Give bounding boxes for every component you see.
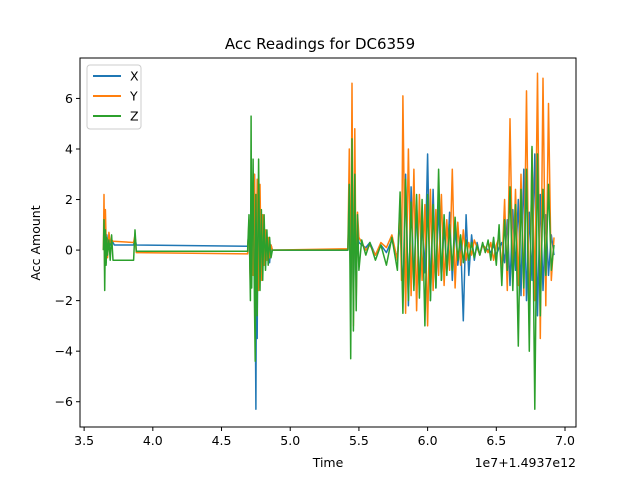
x-tick-label: 4.0 bbox=[143, 433, 163, 448]
y-tick-label: 4 bbox=[65, 141, 73, 156]
x-tick-label: 4.5 bbox=[212, 433, 232, 448]
y-tick-label: 0 bbox=[65, 243, 73, 258]
legend-label-z: Z bbox=[130, 109, 139, 124]
x-axis: 3.5 4.0 4.5 5.0 5.5 6.0 6.5 7.0 bbox=[74, 427, 575, 448]
x-tick-label: 5.5 bbox=[349, 433, 369, 448]
y-tick-label: 6 bbox=[65, 91, 73, 106]
x-tick-label: 3.5 bbox=[74, 433, 94, 448]
series-layer bbox=[102, 72, 555, 411]
y-axis: −6 −4 −2 0 2 4 6 bbox=[55, 91, 80, 409]
legend-label-y: Y bbox=[129, 89, 138, 104]
series-line-x bbox=[102, 153, 555, 411]
y-tick-label: −2 bbox=[55, 293, 73, 308]
chart-title: Acc Readings for DC6359 bbox=[225, 35, 415, 53]
x-tick-label: 6.5 bbox=[486, 433, 506, 448]
x-tick-label: 6.0 bbox=[418, 433, 438, 448]
x-axis-label: Time bbox=[312, 455, 344, 470]
legend-label-x: X bbox=[130, 69, 139, 84]
legend: XYZ bbox=[86, 64, 142, 130]
y-axis-label: Acc Amount bbox=[28, 205, 43, 280]
x-tick-label: 5.0 bbox=[280, 433, 300, 448]
y-tick-label: −4 bbox=[55, 344, 73, 359]
y-tick-label: 2 bbox=[65, 192, 73, 207]
y-tick-label: −6 bbox=[55, 394, 73, 409]
x-tick-label: 7.0 bbox=[555, 433, 575, 448]
plot-frame bbox=[79, 57, 577, 428]
series-line-z bbox=[102, 115, 555, 411]
x-axis-offset-label: 1e7+1.4937e12 bbox=[475, 455, 576, 470]
series-line-y bbox=[102, 72, 555, 340]
